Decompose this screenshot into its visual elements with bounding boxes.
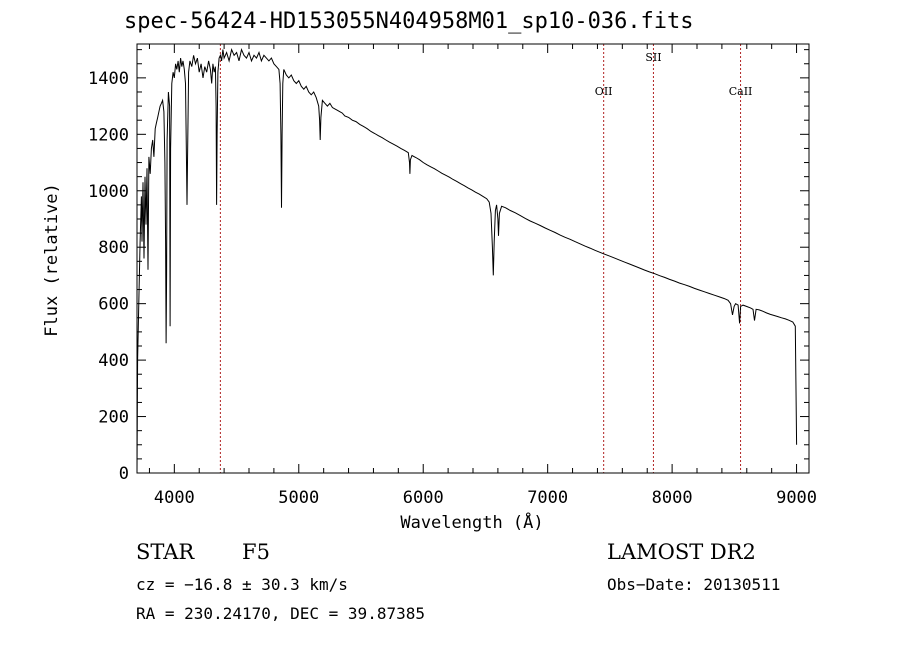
y-tick-label-1000: 1000 (88, 182, 129, 202)
x-tick-label-8000: 8000 (652, 488, 693, 508)
chart-title: spec-56424-HD153055N404958M01_sp10-036.f… (124, 9, 694, 34)
x-tick-label-4000: 4000 (154, 488, 195, 508)
x-tick-label-7000: 7000 (527, 488, 568, 508)
plot-frame (136, 43, 810, 474)
y-tick-label-200: 200 (98, 408, 129, 428)
redshift-text: cz = −16.8 ± 30.3 km/s (136, 575, 348, 594)
y-tick-label-1200: 1200 (88, 125, 129, 145)
line-marker-label-sii: SII (645, 51, 661, 64)
y-axis-label: Flux (relative) (42, 183, 62, 337)
line-marker-label-caii: CaII (729, 85, 753, 98)
coordinates: RA = 230.24170, DEC = 39.87385 (136, 604, 425, 623)
obs-date: Obs−Date: 20130511 (607, 575, 781, 594)
x-axis-label: Wavelength (Å) (400, 511, 543, 533)
line-marker-label-oii: OII (595, 85, 613, 98)
spectrum-line (136, 47, 798, 474)
object-type: STAR (136, 540, 195, 564)
y-tick-label-400: 400 (98, 351, 129, 371)
y-tick-label-600: 600 (98, 295, 129, 315)
x-tick-label-5000: 5000 (278, 488, 319, 508)
y-tick-label-1400: 1400 (88, 69, 129, 89)
spectral-class: F5 (242, 540, 270, 564)
y-tick-label-800: 800 (98, 238, 129, 258)
x-tick-label-6000: 6000 (403, 488, 444, 508)
y-tick-label-0: 0 (119, 464, 129, 484)
x-tick-label-9000: 9000 (776, 488, 817, 508)
survey-name: LAMOST DR2 (607, 540, 756, 564)
